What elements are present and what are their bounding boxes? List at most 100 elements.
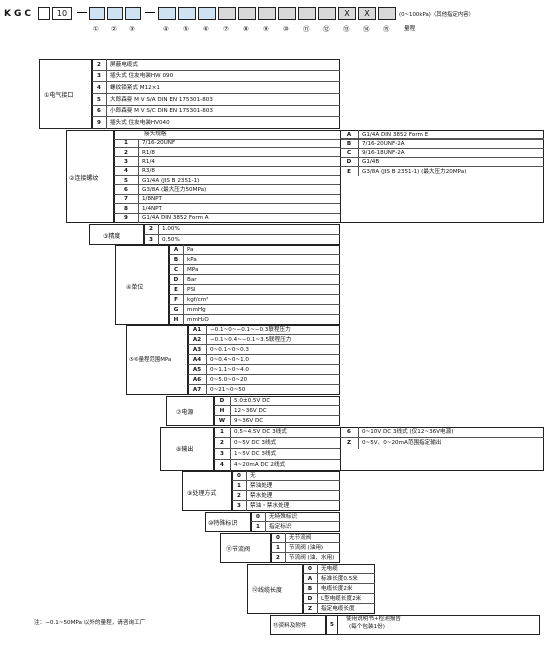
table-row	[114, 139, 340, 148]
dash	[145, 12, 155, 13]
row-text: 1/4NPT	[142, 205, 162, 212]
code-cell-divider	[138, 185, 139, 195]
section-label-box	[182, 471, 232, 511]
table-row	[114, 195, 340, 205]
code-cell-divider	[138, 194, 139, 205]
row-code: 3	[220, 451, 224, 458]
code-cell-divider	[106, 94, 107, 106]
table-row	[188, 365, 340, 375]
row-code: A	[346, 131, 352, 138]
row-text: mmHg	[187, 306, 206, 313]
row-code: A	[307, 575, 313, 582]
section-table	[114, 130, 544, 223]
row-text: 4~20mA DC 2线式	[234, 462, 286, 469]
row-text: 9~36V DC	[234, 417, 264, 424]
code-cell-divider	[138, 147, 139, 158]
code-cell-divider	[285, 533, 286, 543]
code-cell-divider	[317, 594, 318, 604]
code-cell-divider	[138, 166, 139, 177]
row-code: 2	[276, 554, 280, 561]
code-slot-14: X	[358, 7, 376, 20]
code-slot-13: X	[338, 7, 356, 20]
code-cell	[326, 615, 338, 635]
slot-number: ⑤	[183, 25, 189, 33]
row-text: 1/8NPT	[142, 196, 162, 203]
code-cell-divider	[246, 501, 247, 511]
row-text: G1/4A DIN 3852 Form A	[142, 215, 209, 222]
row-text: 标准长度0.5米	[321, 575, 358, 582]
header-note: (0~100kPa)（其他指定内容）	[399, 12, 474, 18]
code-cell-divider	[230, 460, 231, 471]
table-row	[114, 204, 340, 214]
row-code: F	[174, 296, 178, 303]
row-text: 9/16-18UNF-2A	[362, 150, 405, 157]
section-label: ⑩特殊标识	[208, 520, 238, 527]
row-text: G3/8A (JIS B 2351-1) (最大压力20MPa)	[362, 168, 467, 175]
row-text: 插头式 住友电装HV040	[110, 120, 170, 127]
row-text: 0~0.4~0~1.0	[210, 356, 249, 363]
table-row	[144, 224, 340, 235]
table-row	[340, 130, 544, 140]
table-row	[214, 406, 340, 416]
code-slot-10	[278, 7, 296, 20]
code-slot-3	[125, 7, 141, 20]
row-code: 6	[124, 187, 128, 194]
dash	[77, 12, 87, 13]
section-table	[232, 471, 340, 511]
row-code: B	[346, 140, 352, 147]
section-label-box	[247, 564, 303, 614]
table-row	[303, 594, 375, 604]
row-code: 3	[237, 502, 241, 509]
row-text: G3/8A (最大压力50MPa)	[142, 187, 207, 194]
row-code: 1	[124, 140, 128, 147]
row-text: 使用说明书+检测报告	[346, 616, 402, 622]
row-code: A	[173, 246, 179, 253]
code-cell-divider	[206, 325, 207, 335]
row-code: A3	[192, 346, 202, 353]
row-code: 1	[276, 544, 280, 551]
row-code: E	[347, 168, 351, 175]
row-code: A2	[192, 336, 202, 343]
code-cell-divider	[230, 406, 231, 416]
row-code: A6	[192, 376, 202, 383]
code-slot-1	[89, 7, 105, 20]
row-code: 5	[124, 177, 128, 184]
table-row	[188, 375, 340, 385]
row-code: Z	[346, 440, 352, 447]
code-cell-divider	[265, 512, 266, 522]
table-row	[303, 574, 375, 584]
row-text: −0.1~0.4~−0.1~3.5联程压力	[210, 336, 292, 343]
table-row	[340, 158, 544, 168]
row-text: 大郎森曼 M V S/A DIN EN 175301-803	[110, 96, 213, 103]
code-cell-divider	[358, 427, 359, 438]
row-text: 插头式 住友电装HW 090	[110, 73, 174, 80]
row-code: 6	[97, 108, 101, 115]
section-label-box	[205, 512, 251, 532]
code-cell-divider	[206, 335, 207, 345]
code-slot-6	[198, 7, 216, 20]
code-cell-divider	[106, 82, 107, 94]
code-cell-divider	[106, 59, 107, 71]
row-text: −0.1~0~−0.1~−0.3联程压力	[210, 326, 291, 333]
table-row	[114, 185, 340, 195]
section-label: ④单位	[126, 284, 144, 291]
code-slot-9	[258, 7, 276, 20]
code-cell-divider	[206, 355, 207, 365]
code-cell-divider	[183, 305, 184, 315]
row-text: 0~1.1~0~4.0	[210, 366, 249, 373]
row-text: 0.5~4.5V DC 3线式	[234, 429, 287, 436]
row-text: 12~36V DC	[234, 407, 267, 414]
table-row	[188, 325, 340, 335]
row-text: 0~0.1~0~0.3	[210, 346, 249, 353]
series-number: 10	[52, 7, 72, 20]
row-code: 1	[220, 429, 224, 436]
row-code: 3	[124, 158, 128, 165]
code-cell-divider	[183, 255, 184, 265]
table-row	[92, 82, 340, 94]
slot-number: ④	[163, 25, 169, 33]
section-label: ①电气接口	[44, 92, 74, 99]
row-text: 电缆长度2米	[321, 585, 353, 592]
code-slot-5	[178, 7, 196, 20]
slot-number: ⑮	[383, 25, 390, 33]
section-table	[303, 564, 375, 614]
